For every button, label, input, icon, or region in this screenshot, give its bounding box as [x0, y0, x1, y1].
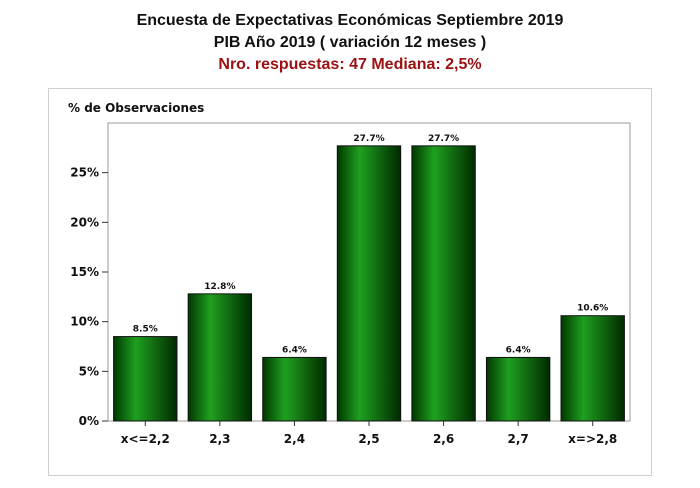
chart-subtitle: PIB Año 2019 ( variación 12 meses ): [213, 34, 487, 51]
bar: [411, 145, 476, 422]
bar: [262, 356, 327, 422]
y-tick-label: 25%: [70, 166, 99, 180]
bar: [560, 315, 625, 422]
x-tick-label: 2,4: [284, 432, 305, 446]
x-tick-label: x=>2,8: [568, 432, 617, 446]
bar: [485, 356, 551, 422]
x-tick-label: 2,6: [433, 432, 454, 446]
x-tick-label: x<=2,2: [121, 432, 170, 446]
bar: [187, 293, 253, 422]
y-tick-label: 10%: [70, 315, 99, 329]
bar-value-label: 27.7%: [353, 134, 384, 144]
bar-value-label: 6.4%: [506, 345, 531, 355]
bar-value-label: 10.6%: [577, 304, 608, 314]
title-block: Encuesta de Expectativas Económicas Sept…: [0, 10, 700, 76]
chart-info: Nro. respuestas: 47 Mediana: 2,5%: [218, 56, 482, 73]
bar-value-label: 6.4%: [282, 345, 307, 355]
y-tick-label: 5%: [79, 364, 99, 378]
bar-value-label: 27.7%: [428, 134, 459, 144]
y-tick-label: 0%: [79, 414, 99, 428]
x-tick-label: 2,3: [209, 432, 230, 446]
y-tick-label: 15%: [70, 265, 99, 279]
bar: [336, 145, 402, 422]
bar: [113, 336, 178, 422]
y-tick-label: 20%: [70, 215, 99, 229]
x-tick-label: 2,5: [358, 432, 379, 446]
y-axis-label: % de Observaciones: [68, 101, 204, 115]
x-tick-label: 2,7: [508, 432, 529, 446]
bar-value-label: 12.8%: [204, 282, 235, 292]
chart-title: Encuesta de Expectativas Económicas Sept…: [136, 12, 564, 29]
bar-value-label: 8.5%: [133, 325, 158, 335]
